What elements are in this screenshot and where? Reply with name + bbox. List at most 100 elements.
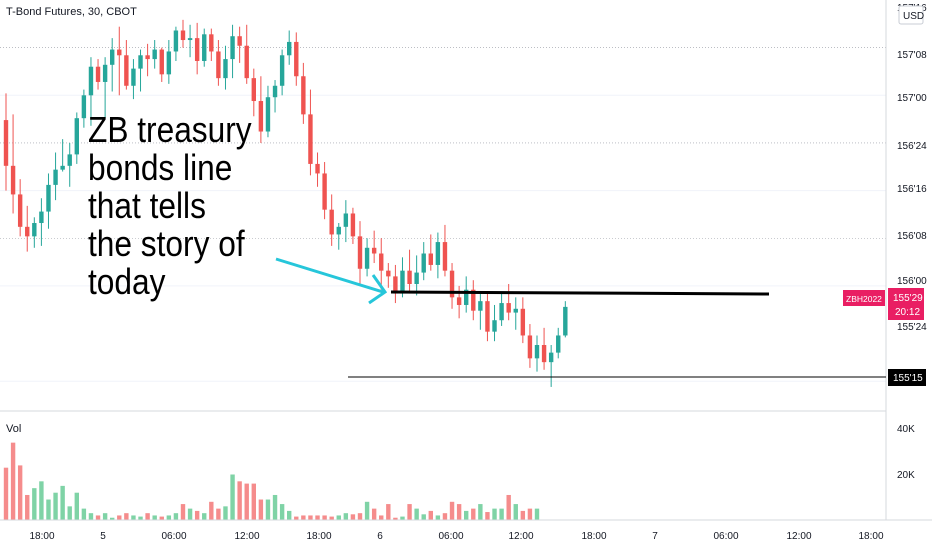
candle-body xyxy=(17,194,23,227)
candle-body xyxy=(272,85,278,98)
candle-body xyxy=(400,270,405,294)
volume-bar xyxy=(513,504,518,520)
candle-body xyxy=(414,272,419,285)
candle-body xyxy=(81,95,87,119)
volume-bar xyxy=(371,508,377,520)
candle-body xyxy=(407,270,412,285)
candle-body xyxy=(110,49,115,65)
volume-bar xyxy=(272,494,278,520)
symbol-title[interactable]: T-Bond Futures, 30, CBOT xyxy=(6,6,137,18)
volume-bar xyxy=(117,515,122,520)
candle-body xyxy=(393,276,398,294)
candle-body xyxy=(60,165,65,170)
volume-bar xyxy=(499,508,504,520)
resistance-line-drawing[interactable] xyxy=(390,290,770,296)
volume-bar xyxy=(209,501,214,520)
candle-body xyxy=(315,163,320,174)
volume-bar xyxy=(251,483,256,520)
candle-body xyxy=(294,41,299,77)
volume-bar xyxy=(456,504,462,520)
volume-series xyxy=(3,442,540,520)
candle-body xyxy=(464,289,469,305)
volume-bar xyxy=(364,501,370,520)
volume-bar xyxy=(343,513,349,520)
candle-body xyxy=(343,213,349,227)
time-tick: 12:00 xyxy=(508,531,533,542)
volume-bar xyxy=(202,513,207,520)
candle-body xyxy=(46,184,51,212)
time-tick: 5 xyxy=(100,531,106,542)
volume-bar xyxy=(421,514,426,520)
volume-bar xyxy=(187,508,193,520)
candle-body xyxy=(513,308,518,313)
currency-button[interactable] xyxy=(898,5,924,25)
volume-bar xyxy=(53,492,58,520)
currency-label: USD xyxy=(903,11,924,22)
candle-body xyxy=(364,247,370,269)
time-tick: 18:00 xyxy=(858,531,883,542)
candle-body xyxy=(10,165,16,195)
candle-body xyxy=(428,253,433,265)
volume-bar xyxy=(449,501,455,520)
candle-body xyxy=(548,352,554,363)
volume-bar xyxy=(485,512,490,520)
volume-bar xyxy=(400,516,405,520)
candle-body xyxy=(53,169,58,185)
volume-bar xyxy=(230,474,235,520)
candle-body xyxy=(74,118,79,155)
candle-body xyxy=(499,303,504,321)
volume-bar xyxy=(506,494,511,520)
volume-bar xyxy=(152,515,157,520)
volume-bar xyxy=(322,515,327,520)
level-marker-label: 155'15 xyxy=(893,373,923,384)
candle-body xyxy=(244,45,249,79)
candle-body xyxy=(194,38,200,61)
candle-body xyxy=(322,173,327,210)
time-tick: 6 xyxy=(377,531,383,542)
candle-body xyxy=(202,34,207,61)
candle-body xyxy=(471,289,476,311)
volume-bar xyxy=(46,499,51,520)
time-tick: 12:00 xyxy=(786,531,811,542)
candle-body xyxy=(25,226,30,237)
price-axis[interactable]: 157'16 USD 157'08 157'00 156'24 156'16 1… xyxy=(843,3,927,481)
annotation-arrow[interactable] xyxy=(275,257,388,305)
volume-bar xyxy=(95,515,101,520)
volume-bar xyxy=(435,515,441,520)
volume-bar xyxy=(67,506,72,520)
volume-bar xyxy=(216,508,221,520)
volume-bar xyxy=(237,481,242,520)
candle-body xyxy=(209,34,214,52)
candle-body xyxy=(216,51,221,79)
candle-body xyxy=(492,320,497,332)
volume-title: Vol xyxy=(6,423,21,435)
volume-bar xyxy=(294,516,299,520)
price-tick: 157'00 xyxy=(897,93,927,104)
candle-body xyxy=(166,51,172,75)
annotation-line-3: that tells xyxy=(88,186,206,226)
candle-body xyxy=(301,76,306,115)
time-tick: 06:00 xyxy=(438,531,463,542)
volume-bar xyxy=(478,504,483,520)
volume-bar xyxy=(379,515,384,520)
candle-body xyxy=(102,64,108,82)
volume-bar xyxy=(32,488,37,520)
time-axis[interactable]: 18:00 5 06:00 12:00 18:00 6 06:00 12:00 … xyxy=(29,531,883,542)
candle-body xyxy=(485,301,490,332)
volume-bar xyxy=(414,508,419,520)
annotation-text[interactable]: ZB treasury bonds line that tells the st… xyxy=(88,110,252,302)
volume-bar xyxy=(180,504,186,520)
volume-bar xyxy=(287,510,292,520)
volume-bar xyxy=(336,515,341,520)
candle-body xyxy=(173,30,179,52)
candle-body xyxy=(371,247,377,254)
volume-bar xyxy=(407,504,412,520)
candle-body xyxy=(3,120,9,166)
candle-body xyxy=(95,66,101,82)
candle-body xyxy=(223,59,228,79)
volume-bar xyxy=(25,494,30,520)
volume-bar xyxy=(131,515,136,520)
candle-body xyxy=(527,335,533,359)
candle-body xyxy=(265,97,271,132)
